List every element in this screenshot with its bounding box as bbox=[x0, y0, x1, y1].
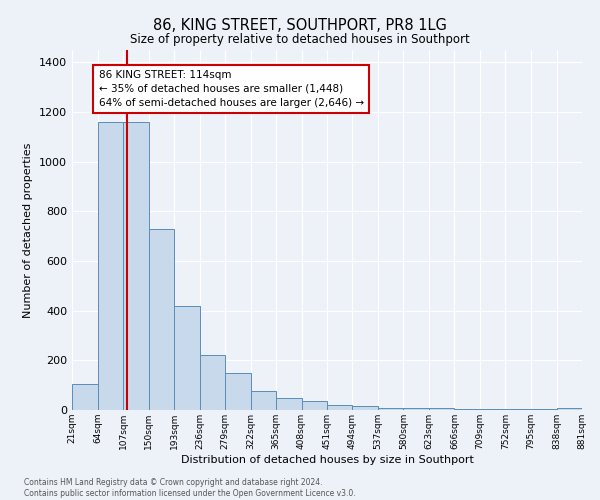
Bar bbox=[225, 373, 251, 410]
Text: Contains HM Land Registry data © Crown copyright and database right 2024.
Contai: Contains HM Land Registry data © Crown c… bbox=[24, 478, 356, 498]
Bar bbox=[480, 409, 505, 410]
Bar bbox=[302, 402, 327, 410]
Bar bbox=[97, 122, 123, 410]
Bar bbox=[352, 406, 378, 410]
Text: 86, KING STREET, SOUTHPORT, PR8 1LG: 86, KING STREET, SOUTHPORT, PR8 1LG bbox=[153, 18, 447, 32]
Bar bbox=[378, 408, 403, 410]
X-axis label: Distribution of detached houses by size in Southport: Distribution of detached houses by size … bbox=[181, 454, 473, 464]
Bar bbox=[403, 408, 429, 410]
Bar bbox=[327, 405, 352, 410]
Y-axis label: Number of detached properties: Number of detached properties bbox=[23, 142, 34, 318]
Bar bbox=[174, 306, 199, 410]
Text: 86 KING STREET: 114sqm
← 35% of detached houses are smaller (1,448)
64% of semi-: 86 KING STREET: 114sqm ← 35% of detached… bbox=[98, 70, 364, 108]
Bar bbox=[429, 408, 455, 410]
Bar bbox=[123, 122, 149, 410]
Bar bbox=[149, 229, 174, 410]
Bar bbox=[276, 398, 302, 410]
Bar bbox=[199, 356, 225, 410]
Bar bbox=[72, 384, 97, 410]
Text: Size of property relative to detached houses in Southport: Size of property relative to detached ho… bbox=[130, 32, 470, 46]
Bar bbox=[251, 392, 276, 410]
Bar bbox=[557, 408, 582, 410]
Bar bbox=[455, 409, 480, 410]
